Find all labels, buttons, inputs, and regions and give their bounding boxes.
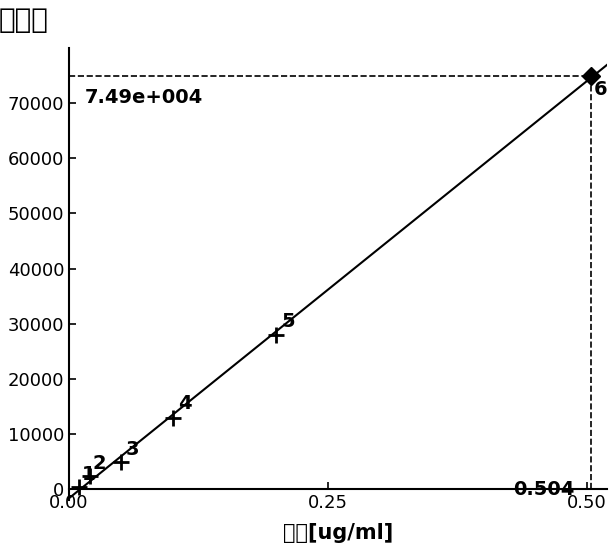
Text: 3: 3: [126, 440, 139, 459]
X-axis label: 含量[ug/ml]: 含量[ug/ml]: [283, 523, 393, 543]
Text: 1: 1: [81, 465, 95, 484]
Text: 0.504: 0.504: [513, 480, 575, 499]
Text: 2: 2: [93, 454, 107, 473]
Text: 峰面积: 峰面积: [0, 6, 49, 34]
Text: 5: 5: [282, 311, 295, 331]
Text: 6: 6: [594, 80, 607, 99]
Text: 4: 4: [177, 395, 192, 413]
Text: 7.49e+004: 7.49e+004: [84, 89, 203, 107]
